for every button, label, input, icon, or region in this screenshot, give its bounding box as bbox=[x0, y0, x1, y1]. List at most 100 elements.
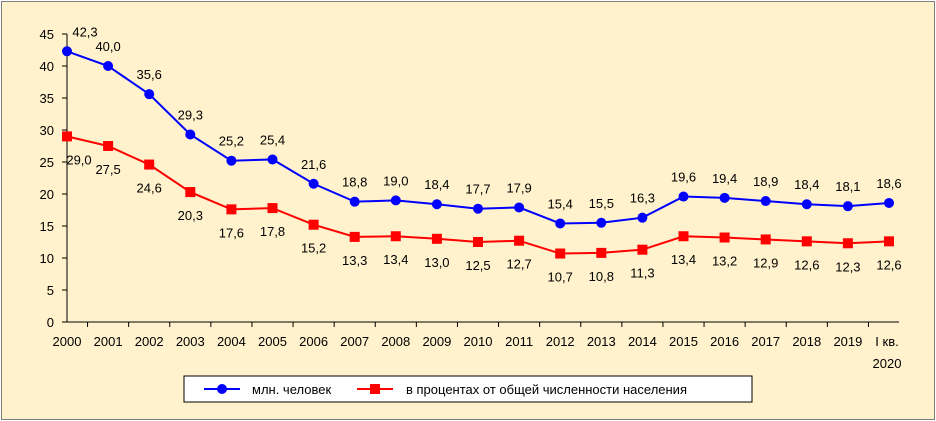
series-2-point bbox=[185, 187, 196, 198]
data-label: 10,7 bbox=[548, 270, 573, 285]
series-2-point bbox=[349, 231, 360, 242]
series-2-point bbox=[842, 238, 853, 249]
y-tick-label: 0 bbox=[47, 315, 54, 330]
series-1-point bbox=[308, 178, 319, 189]
data-label: 20,3 bbox=[178, 208, 203, 223]
x-tick-label: 2000 bbox=[53, 334, 82, 349]
series-2-point bbox=[596, 247, 607, 258]
data-label: 18,1 bbox=[835, 179, 860, 194]
data-label: 19,4 bbox=[712, 171, 737, 186]
series-1-point bbox=[678, 191, 689, 202]
data-label: 10,8 bbox=[589, 269, 614, 284]
series-1-point bbox=[103, 61, 114, 71]
data-label: 17,7 bbox=[465, 182, 490, 197]
data-label: 13,4 bbox=[671, 252, 696, 267]
y-tick-label: 15 bbox=[40, 219, 54, 234]
series-1-point bbox=[431, 199, 442, 210]
data-label: 18,8 bbox=[342, 175, 367, 190]
series-1-point bbox=[514, 202, 525, 213]
data-label: 24,6 bbox=[137, 181, 162, 196]
data-label: 13,4 bbox=[383, 252, 408, 267]
series-2-point bbox=[226, 204, 237, 215]
legend-box bbox=[183, 375, 753, 403]
data-label: 12,3 bbox=[835, 259, 860, 274]
x-tick-label: 2004 bbox=[217, 334, 246, 349]
series-2-point bbox=[678, 231, 689, 242]
x-tick-label: 2010 bbox=[464, 334, 493, 349]
x-tick-label: 2008 bbox=[381, 334, 410, 349]
series-1-point bbox=[637, 212, 648, 223]
data-label: 25,2 bbox=[219, 134, 244, 149]
data-label: 27,5 bbox=[95, 162, 120, 177]
data-label: 21,6 bbox=[301, 157, 326, 172]
legend-marker-2 bbox=[370, 384, 380, 394]
x-tick-label: 2003 bbox=[176, 334, 205, 349]
data-label: 42,3 bbox=[72, 24, 97, 39]
data-label: 16,3 bbox=[630, 191, 655, 206]
legend-label-1: млн. человек bbox=[252, 382, 331, 397]
data-label: 15,5 bbox=[589, 196, 614, 211]
series-1-point bbox=[390, 195, 401, 206]
x-tick-label: 2015 bbox=[669, 334, 698, 349]
data-label: 35,6 bbox=[137, 67, 162, 82]
x-tick-label: 2002 bbox=[135, 334, 164, 349]
legend-marker-1 bbox=[217, 384, 227, 394]
x-tick-label: 2019 bbox=[833, 334, 862, 349]
data-label: 40,0 bbox=[95, 39, 120, 54]
y-tick-label: 30 bbox=[40, 123, 54, 138]
series-1-point bbox=[555, 218, 566, 229]
data-label: 15,2 bbox=[301, 241, 326, 256]
legend-label-2: в процентах от общей численности населен… bbox=[406, 382, 687, 397]
x-tick-label: 2014 bbox=[628, 334, 657, 349]
series-2-point bbox=[62, 131, 72, 142]
data-label: 29,3 bbox=[178, 107, 203, 122]
series-1-point bbox=[144, 89, 155, 100]
data-label: 12,7 bbox=[506, 257, 531, 272]
x-tick-label: 2007 bbox=[340, 334, 369, 349]
y-tick-label: 40 bbox=[40, 59, 54, 74]
data-label: 19,6 bbox=[671, 170, 696, 185]
x-tick-label: 2009 bbox=[422, 334, 451, 349]
series-2-point bbox=[637, 244, 648, 255]
y-tick-label: 20 bbox=[40, 187, 54, 202]
data-label: 13,3 bbox=[342, 253, 367, 268]
y-tick-label: 25 bbox=[40, 155, 54, 170]
data-label: 12,5 bbox=[465, 258, 490, 273]
y-tick-label: 10 bbox=[40, 251, 54, 266]
series-2-point bbox=[103, 141, 114, 151]
data-label: 18,4 bbox=[794, 177, 819, 192]
series-2-point bbox=[144, 159, 155, 170]
y-tick-label: 5 bbox=[47, 283, 54, 298]
series-2-point bbox=[801, 236, 812, 247]
data-label: 13,2 bbox=[712, 254, 737, 269]
series-1-point bbox=[884, 197, 894, 208]
data-label: 12,9 bbox=[753, 255, 778, 270]
data-label: 18,6 bbox=[876, 176, 901, 191]
data-label: 17,6 bbox=[219, 225, 244, 240]
data-label: 18,9 bbox=[753, 174, 778, 189]
x-tick-label: 2016 bbox=[710, 334, 739, 349]
data-label: 19,0 bbox=[383, 173, 408, 188]
series-2-point bbox=[514, 235, 525, 246]
series-2-point bbox=[267, 203, 278, 214]
y-tick-label: 35 bbox=[40, 91, 54, 106]
data-label: 12,6 bbox=[876, 257, 901, 272]
series-1-point bbox=[473, 203, 483, 214]
data-label: 29,0 bbox=[66, 152, 91, 167]
x-tick-label: 2018 bbox=[792, 334, 821, 349]
data-label: 13,0 bbox=[424, 255, 449, 270]
y-tick-label: 45 bbox=[40, 27, 54, 42]
x-tick-label: I кв. 2020 bbox=[873, 334, 902, 371]
x-tick-label: 2005 bbox=[258, 334, 287, 349]
series-2-point bbox=[308, 219, 319, 230]
series-2-point bbox=[390, 231, 401, 242]
x-tick-label: 2013 bbox=[587, 334, 616, 349]
x-tick-label: 2001 bbox=[94, 334, 123, 349]
data-label: 17,9 bbox=[506, 180, 531, 195]
data-label: 11,3 bbox=[630, 266, 654, 281]
data-label: 25,4 bbox=[260, 132, 285, 147]
data-label: 17,8 bbox=[260, 224, 285, 239]
series-1-point bbox=[801, 199, 812, 210]
